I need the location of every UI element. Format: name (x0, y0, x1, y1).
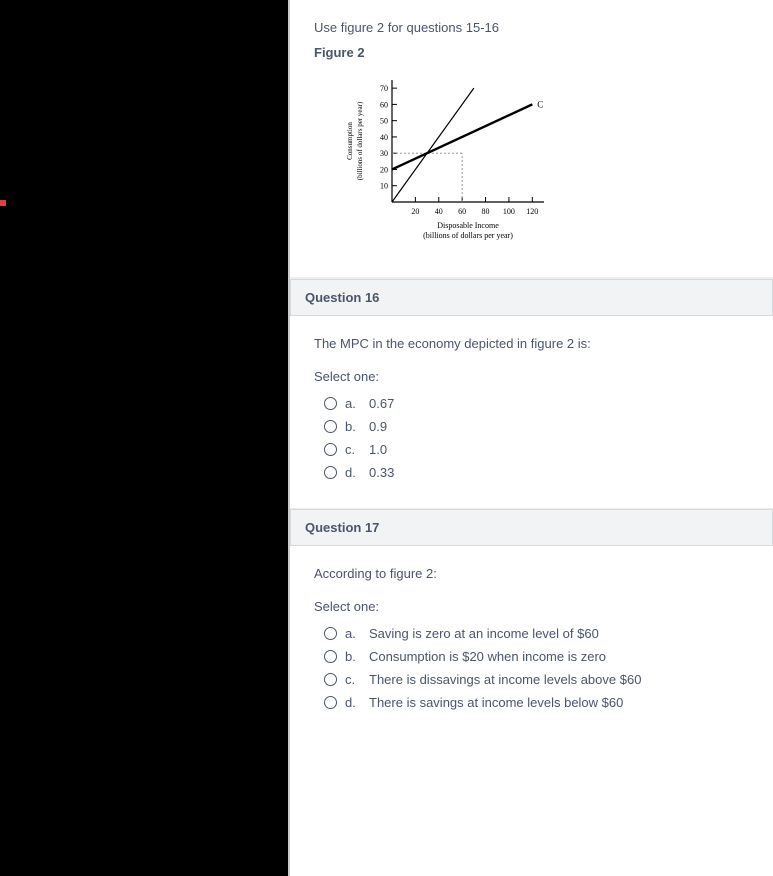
option-letter: a. (345, 626, 361, 641)
option-letter: c. (345, 672, 361, 687)
svg-text:40: 40 (435, 207, 443, 216)
svg-text:Disposable Income: Disposable Income (437, 221, 499, 230)
option-text: 1.0 (369, 442, 387, 457)
radio-icon[interactable] (324, 466, 337, 479)
svg-text:Consumption: Consumption (346, 122, 354, 160)
option-text: There is dissavings at income levels abo… (369, 672, 641, 687)
radio-icon[interactable] (324, 443, 337, 456)
question-16-section: Question 16 The MPC in the economy depic… (290, 278, 773, 508)
q17-option-a[interactable]: a. Saving is zero at an income level of $… (314, 622, 749, 645)
q17-option-d[interactable]: d. There is savings at income levels belo… (314, 691, 749, 714)
figure-block: Use figure 2 for questions 15-16 Figure … (290, 0, 773, 278)
question-16-body: The MPC in the economy depicted in figur… (290, 316, 773, 508)
option-letter: a. (345, 396, 361, 411)
svg-text:50: 50 (380, 117, 388, 126)
question-17-section: Question 17 According to figure 2: Selec… (290, 508, 773, 738)
svg-text:100: 100 (503, 207, 515, 216)
svg-text:40: 40 (380, 133, 388, 142)
q16-option-a[interactable]: a. 0.67 (314, 392, 749, 415)
consumption-chart: 10 20 30 40 50 60 70 20 40 60 80 100 120 C Consumption… (334, 70, 564, 250)
option-text: Consumption is $20 when income is zero (369, 649, 606, 664)
radio-icon[interactable] (324, 627, 337, 640)
select-one-label: Select one: (314, 599, 749, 614)
svg-text:20: 20 (380, 165, 388, 174)
svg-text:120: 120 (526, 207, 538, 216)
option-text: Saving is zero at an income level of $60 (369, 626, 599, 641)
svg-text:10: 10 (380, 182, 388, 191)
q16-option-d[interactable]: d. 0.33 (314, 461, 749, 484)
svg-text:30: 30 (380, 149, 388, 158)
radio-icon[interactable] (324, 420, 337, 433)
option-text: 0.67 (369, 396, 394, 411)
q17-option-c[interactable]: c. There is dissavings at income levels a… (314, 668, 749, 691)
red-marker (0, 200, 6, 206)
option-letter: b. (345, 419, 361, 434)
option-text: 0.33 (369, 465, 394, 480)
question-17-body: According to figure 2: Select one: a. Sav… (290, 546, 773, 738)
q16-option-c[interactable]: c. 1.0 (314, 438, 749, 461)
svg-text:60: 60 (458, 207, 466, 216)
figure-intro: Use figure 2 for questions 15-16 (314, 20, 749, 35)
question-16-prompt: The MPC in the economy depicted in figur… (314, 336, 749, 351)
option-text: There is savings at income levels below … (369, 695, 623, 710)
question-17-prompt: According to figure 2: (314, 566, 749, 581)
sidebar (0, 0, 290, 876)
option-letter: d. (345, 695, 361, 710)
option-text: 0.9 (369, 419, 387, 434)
question-16-header: Question 16 (290, 279, 773, 316)
question-17-header: Question 17 (290, 509, 773, 546)
figure-chart-container: 10 20 30 40 50 60 70 20 40 60 80 100 120 C Consumption… (334, 70, 749, 253)
radio-icon[interactable] (324, 696, 337, 709)
radio-icon[interactable] (324, 650, 337, 663)
svg-text:60: 60 (380, 100, 388, 109)
svg-text:70: 70 (380, 84, 388, 93)
question-16-options: a. 0.67 b. 0.9 c. 1.0 d. 0.33 (314, 392, 749, 484)
q16-option-b[interactable]: b. 0.9 (314, 415, 749, 438)
question-17-options: a. Saving is zero at an income level of $… (314, 622, 749, 714)
option-letter: d. (345, 465, 361, 480)
svg-text:20: 20 (411, 207, 419, 216)
option-letter: c. (345, 442, 361, 457)
select-one-label: Select one: (314, 369, 749, 384)
main-content: Use figure 2 for questions 15-16 Figure … (290, 0, 773, 876)
svg-text:(billions of dollars per year): (billions of dollars per year) (356, 101, 364, 180)
svg-text:(billions of dollars per year): (billions of dollars per year) (423, 231, 513, 240)
radio-icon[interactable] (324, 397, 337, 410)
option-letter: b. (345, 649, 361, 664)
svg-text:C: C (537, 99, 543, 109)
radio-icon[interactable] (324, 673, 337, 686)
figure-title: Figure 2 (314, 45, 749, 60)
svg-text:80: 80 (482, 207, 490, 216)
q17-option-b[interactable]: b. Consumption is $20 when income is zero (314, 645, 749, 668)
